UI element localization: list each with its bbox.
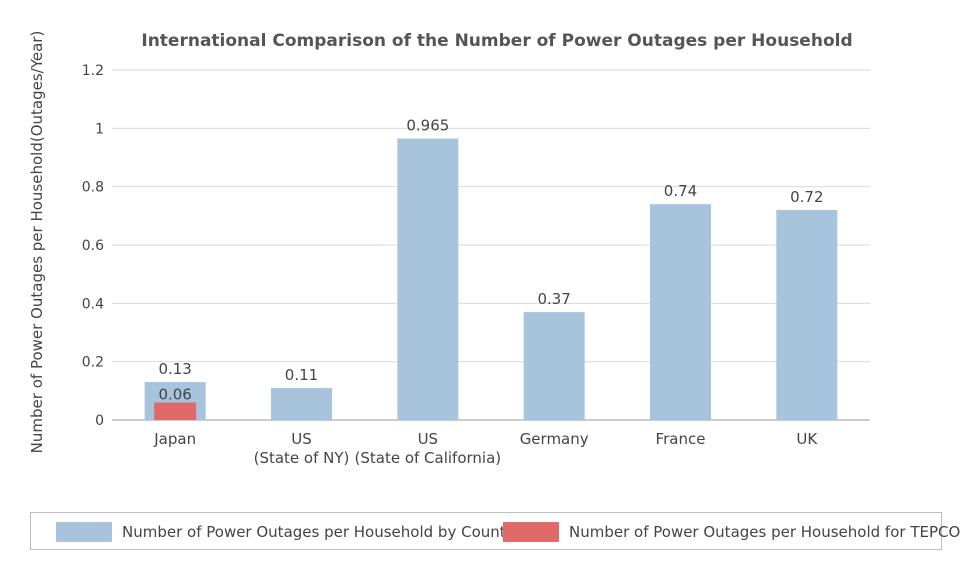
data-label-country: 0.11 bbox=[285, 366, 318, 384]
bar-country bbox=[523, 312, 585, 420]
data-label-country: 0.965 bbox=[406, 117, 449, 135]
bar-tepco bbox=[154, 402, 197, 420]
legend: Number of Power Outages per Household by… bbox=[30, 512, 960, 551]
x-tick-label: UK bbox=[796, 430, 818, 448]
bar-country bbox=[397, 138, 459, 420]
chart-title: International Comparison of the Number o… bbox=[141, 31, 852, 51]
x-tick-label: Germany bbox=[520, 430, 589, 448]
legend-item-country: Number of Power Outages per Household by… bbox=[56, 513, 521, 551]
legend-label-country: Number of Power Outages per Household by… bbox=[122, 523, 521, 541]
y-tick-label: 1.2 bbox=[82, 63, 104, 79]
x-tick-labels: Japan US(State of NY)US(State of Californ… bbox=[153, 430, 818, 467]
y-tick-label: 0.8 bbox=[82, 180, 104, 196]
y-tick-label: 0.4 bbox=[82, 296, 104, 312]
x-tick-label: (State of NY) bbox=[254, 449, 350, 467]
data-label-country: 0.37 bbox=[537, 290, 570, 308]
data-label-country: 0.13 bbox=[158, 360, 191, 378]
legend-label-tepco: Number of Power Outages per Household fo… bbox=[569, 523, 961, 541]
x-tick-label: Japan bbox=[153, 430, 196, 448]
legend-swatch-tepco bbox=[503, 522, 559, 542]
grid bbox=[112, 69, 870, 421]
x-tick-label: US bbox=[291, 430, 312, 448]
y-tick-labels: 0 0.2 0.4 0.6 0.8 1 1.2 bbox=[82, 63, 104, 429]
y-tick-label: 1 bbox=[95, 121, 104, 137]
x-tick-label: France bbox=[656, 430, 706, 448]
data-label-country: 0.74 bbox=[664, 182, 697, 200]
legend-swatch-country bbox=[56, 522, 112, 542]
y-tick-label: 0.2 bbox=[82, 355, 104, 371]
data-labels: 0.13 0.11 0.965 0.37 0.74 0.72 0.06 bbox=[158, 117, 823, 404]
legend-item-tepco: Number of Power Outages per Household fo… bbox=[503, 513, 960, 551]
data-label-country: 0.72 bbox=[790, 188, 823, 206]
data-label-tepco: 0.06 bbox=[158, 386, 191, 404]
y-axis-label: Number of Power Outages per Household(Ou… bbox=[28, 31, 46, 454]
bar-country bbox=[776, 210, 838, 420]
x-tick-label: (State of California) bbox=[355, 449, 502, 467]
bar-country bbox=[650, 204, 711, 420]
y-tick-label: 0.6 bbox=[82, 238, 104, 254]
bars bbox=[144, 138, 838, 420]
bar-country bbox=[271, 387, 332, 420]
y-tick-label: 0 bbox=[95, 413, 104, 429]
x-tick-label: US bbox=[418, 430, 439, 448]
